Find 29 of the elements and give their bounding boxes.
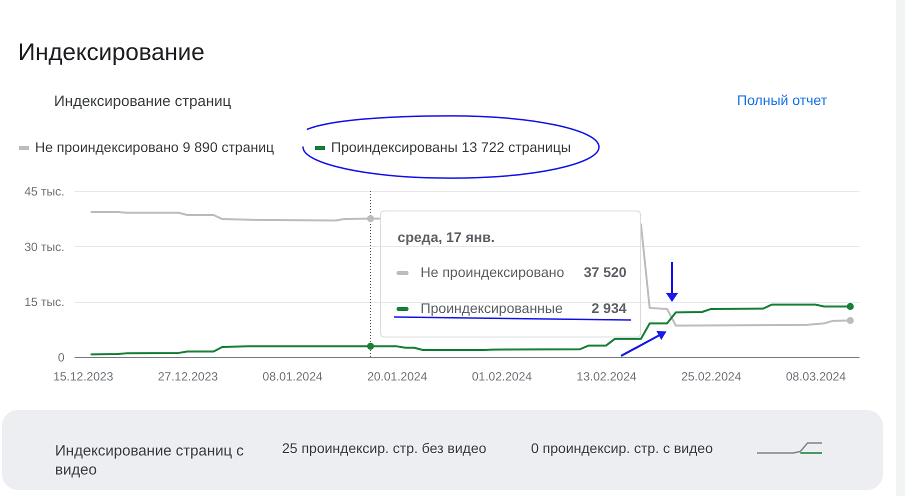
point	[846, 302, 854, 310]
x-tick-label: 15.12.2023	[53, 370, 114, 384]
text: 25 проиндексир. стр. без видео	[282, 440, 487, 456]
text: Индексирование страниц с видео	[55, 442, 244, 478]
legend-label: Проиндексированы 13 722 страницы	[331, 139, 571, 155]
x-tick-label: 27.12.2023	[158, 370, 218, 384]
x-tick-label: 25.02.2024	[681, 370, 742, 384]
annotation: Проиндексированные	[420, 300, 563, 316]
x-tick-label: 20.01.2024	[367, 370, 428, 384]
text: Полный отчет	[737, 92, 828, 108]
y-tick-label: 30 тыс.	[24, 240, 64, 254]
x-tick-label: 08.01.2024	[262, 370, 323, 384]
point	[846, 316, 854, 324]
y-tick-label: 45 тыс.	[24, 184, 64, 198]
point	[367, 342, 374, 350]
x-tick-label: 13.02.2024	[576, 370, 637, 384]
annotation: среда, 17 янв.	[398, 229, 495, 245]
text: 0 проиндексир. стр. с видео	[531, 440, 714, 456]
x-tick-label: 08.03.2024	[786, 370, 846, 384]
x-tick-label: 01.02.2024	[472, 370, 532, 384]
point	[367, 215, 374, 222]
annotation: 37 520	[584, 264, 627, 280]
y-tick-label: 15 тыс.	[24, 295, 64, 310]
y-tick-label: 0	[58, 350, 65, 364]
annotation: Не проиндексировано	[420, 264, 564, 280]
annotation: 2 934	[592, 300, 627, 316]
chart-subtitle: Индексирование страниц	[54, 93, 232, 110]
legend-label: Не проиндексировано 9 890 страниц	[35, 139, 274, 155]
chart-title: Индексирование	[18, 39, 205, 66]
